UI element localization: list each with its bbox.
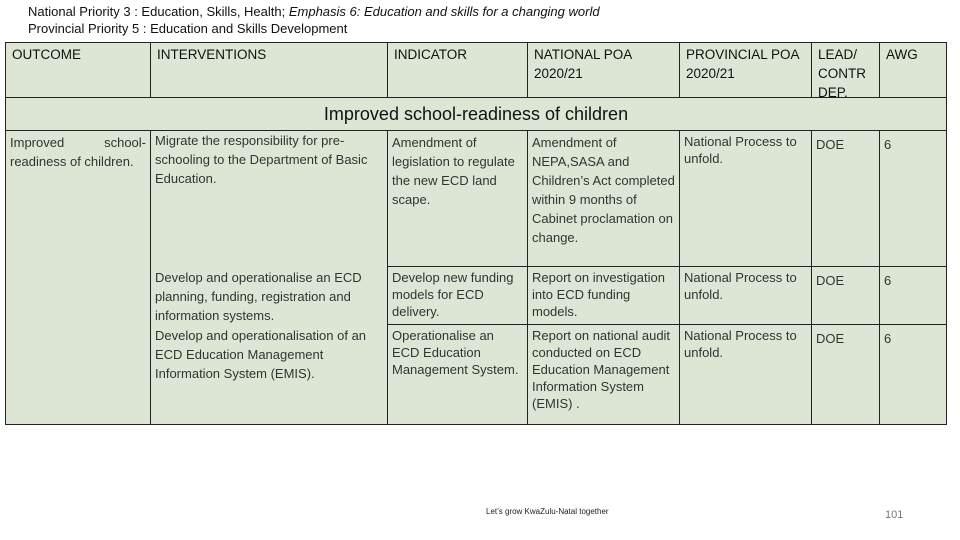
- column-header: NATIONAL POA 2020/21: [527, 42, 680, 98]
- lead: DOE: [811, 130, 880, 267]
- column-header: PROVINCIAL POA 2020/21: [679, 42, 812, 98]
- column-header: OUTCOME: [5, 42, 151, 98]
- column-header: LEAD/ CONTR DEP.: [811, 42, 880, 100]
- column-header: INTERVENTIONS: [150, 42, 388, 98]
- indicator: Operationalise an ECD Education Manageme…: [387, 324, 528, 425]
- section-title: Improved school-readiness of children: [5, 97, 947, 131]
- header-line: Provincial Priority 5 : Education and Sk…: [28, 21, 348, 36]
- priority: National Priority 3 : Education, Skills,…: [28, 4, 289, 19]
- awg: 6: [879, 266, 947, 325]
- awg: 6: [879, 130, 947, 267]
- national: Report on investigation into ECD funding…: [527, 266, 680, 325]
- lead: DOE: [811, 324, 880, 425]
- awg: 6: [879, 324, 947, 425]
- provincial: National Process to unfold.: [679, 324, 812, 425]
- header-line: National Priority 3 : Education, Skills,…: [28, 4, 600, 19]
- intervention: Develop and operationalisation of an ECD…: [155, 328, 367, 381]
- indicator: Amendment of legislation to regulate the…: [387, 130, 528, 267]
- national: Amendment of NEPA,SASA and Children’s Ac…: [527, 130, 680, 267]
- tagline: Let’s grow KwaZulu-Natal together: [486, 507, 609, 516]
- page-number: 101: [885, 509, 904, 521]
- intervention: Develop and operationalise an ECD planni…: [155, 270, 362, 323]
- provincial: National Process to unfold.: [679, 130, 812, 267]
- provincial: National Process to unfold.: [679, 266, 812, 325]
- lead: DOE: [811, 266, 880, 325]
- intervention: Migrate the responsibility for pre-schoo…: [155, 133, 368, 186]
- emphasis: Emphasis 6: Education and skills for a c…: [288, 4, 600, 19]
- column-header: INDICATOR: [387, 42, 528, 98]
- indicator: Develop new funding models for ECD deliv…: [387, 266, 528, 325]
- interventions-cell: [150, 130, 388, 425]
- column-header: AWG: [879, 42, 947, 98]
- national: Report on national audit conducted on EC…: [527, 324, 680, 425]
- outcome: Improved school-readiness of children.: [5, 130, 151, 425]
